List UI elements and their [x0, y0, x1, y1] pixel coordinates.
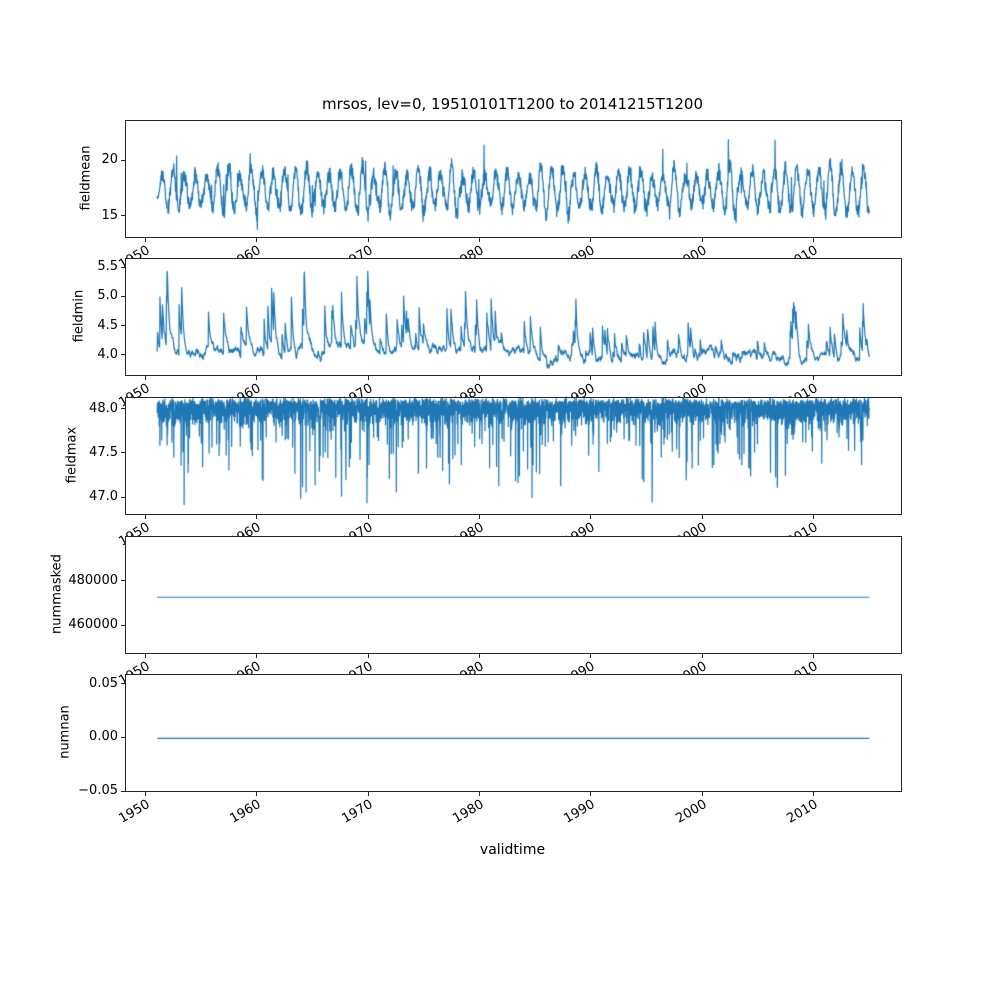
- fieldmax-xtick-mark: [813, 515, 815, 519]
- nummasked-xtick-mark: [701, 654, 703, 658]
- fieldmax-y-axis-label: fieldmax: [64, 426, 80, 484]
- fieldmin-xtick-mark: [590, 376, 592, 380]
- fieldmin-xtick-mark: [479, 376, 481, 380]
- numnan-xtick-mark: [479, 792, 481, 796]
- fieldmin-series-canvas: [126, 259, 901, 375]
- panel-fieldmax: [125, 397, 902, 515]
- fieldmean-ytick-label: 20: [101, 152, 118, 168]
- fieldmax-ytick-mark: [121, 408, 125, 409]
- fieldmax-xtick-mark: [590, 515, 592, 519]
- fieldmean-ytick-mark: [121, 159, 125, 161]
- fieldmean-xtick-mark: [813, 238, 815, 242]
- numnan-xtick-mark: [367, 792, 369, 796]
- fieldmax-ytick-mark: [121, 452, 125, 454]
- panel-fieldmean: [125, 120, 902, 238]
- fieldmean-xtick-mark: [590, 238, 592, 242]
- numnan-xtick-mark: [145, 792, 147, 796]
- fieldmean-ytick-label: 15: [101, 207, 118, 223]
- fieldmean-xtick-mark: [479, 238, 481, 242]
- numnan-ytick-label: −0.05: [78, 783, 118, 799]
- x-axis-label: validtime: [479, 842, 546, 858]
- numnan-xtick-mark: [256, 792, 258, 796]
- fieldmax-ytick-label: 47.5: [89, 444, 118, 460]
- fieldmin-xtick-mark: [145, 376, 147, 380]
- chart-title: mrsos, lev=0, 19510101T1200 to 20141215T…: [321, 95, 703, 113]
- numnan-series-canvas: [126, 675, 901, 791]
- nummasked-ytick-label: 460000: [68, 617, 118, 633]
- nummasked-series-canvas: [126, 537, 901, 653]
- fieldmin-ytick-mark: [121, 266, 125, 268]
- fieldmin-ytick-mark: [121, 354, 125, 356]
- numnan-y-axis-label: numnan: [57, 705, 72, 759]
- nummasked-xtick-mark: [479, 654, 481, 658]
- fieldmin-ytick-mark: [121, 295, 125, 297]
- fieldmin-ytick-label: 4.5: [97, 317, 118, 333]
- numnan-xtick-mark: [813, 792, 815, 796]
- fieldmean-ytick-mark: [121, 215, 125, 217]
- fieldmin-xtick-mark: [813, 376, 815, 380]
- fieldmax-xtick-mark: [701, 515, 703, 519]
- numnan-ytick-label: 0.00: [89, 729, 118, 745]
- nummasked-xtick-mark: [145, 654, 147, 658]
- fieldmean-xtick-mark: [367, 238, 369, 242]
- fieldmax-xtick-mark: [256, 515, 258, 519]
- nummasked-xtick-mark: [590, 654, 592, 658]
- fieldmin-ytick-label: 4.0: [97, 346, 118, 362]
- fieldmax-ytick-label: 48.0: [89, 400, 118, 416]
- numnan-xtick-mark: [701, 792, 703, 796]
- fieldmin-xtick-mark: [367, 376, 369, 380]
- fieldmean-y-axis-label: fieldmean: [78, 145, 94, 211]
- fieldmin-xtick-mark: [256, 376, 258, 380]
- fieldmax-series-canvas: [126, 398, 901, 514]
- fieldmax-xtick-mark: [479, 515, 481, 519]
- fieldmin-ytick-label: 5.0: [97, 288, 118, 304]
- panel-fieldmin: [125, 258, 902, 376]
- fieldmean-xtick-mark: [701, 238, 703, 242]
- nummasked-ytick-label: 480000: [68, 572, 118, 588]
- fieldmax-ytick-mark: [121, 496, 125, 498]
- fieldmin-ytick-mark: [121, 325, 125, 327]
- nummasked-ytick-mark: [121, 624, 125, 626]
- panel-nummasked: [125, 536, 902, 654]
- numnan-ytick-mark: [121, 736, 125, 738]
- fieldmin-y-axis-label: fieldmin: [71, 289, 87, 343]
- fieldmax-ytick-label: 47.0: [89, 489, 118, 505]
- nummasked-ytick-mark: [121, 580, 125, 582]
- fieldmin-ytick-label: 5.5: [97, 259, 118, 275]
- panel-numnan: [125, 674, 902, 792]
- nummasked-xtick-mark: [256, 654, 258, 658]
- fieldmin-xtick-mark: [701, 376, 703, 380]
- fieldmean-xtick-mark: [256, 238, 258, 242]
- numnan-ytick-mark: [121, 790, 125, 792]
- fieldmean-xtick-mark: [145, 238, 147, 242]
- nummasked-y-axis-label: nummasked: [49, 554, 65, 634]
- fieldmean-series-canvas: [126, 121, 901, 237]
- fieldmax-xtick-mark: [367, 515, 369, 519]
- nummasked-xtick-mark: [367, 654, 369, 658]
- numnan-ytick-label: 0.05: [89, 675, 118, 691]
- fieldmax-xtick-mark: [145, 515, 147, 519]
- numnan-xtick-mark: [590, 792, 592, 796]
- nummasked-xtick-mark: [813, 654, 815, 658]
- numnan-ytick-mark: [121, 683, 125, 685]
